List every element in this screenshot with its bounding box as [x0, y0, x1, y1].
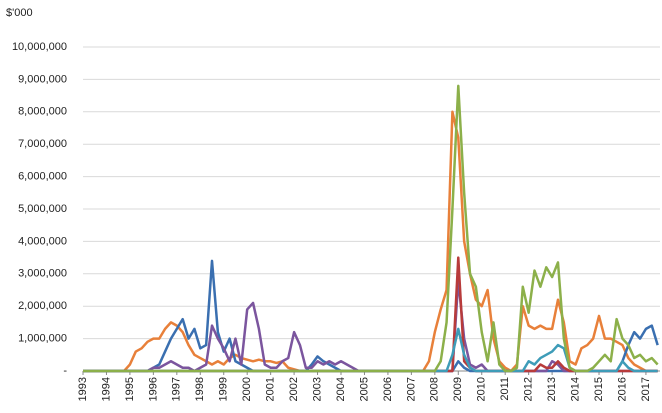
series-line [83, 327, 658, 373]
series-line [83, 84, 659, 373]
y-tick-label: 1,000,000 [18, 333, 67, 345]
x-tick-label: 2016 [616, 377, 628, 401]
series-line [83, 259, 659, 373]
x-tick-label: 2009 [452, 377, 464, 401]
x-tick-label: 1997 [171, 377, 183, 401]
x-tick-label: 2011 [499, 377, 511, 401]
y-tick-label: 2,000,000 [18, 300, 67, 312]
x-tick-label: 1995 [124, 377, 136, 401]
x-tick-label: 2003 [311, 377, 323, 401]
x-tick-label: 2004 [335, 377, 347, 401]
x-tick-label: 2001 [265, 377, 277, 401]
x-tick-label: 2002 [288, 377, 300, 401]
y-tick-label: 3,000,000 [18, 268, 67, 280]
y-tick-label: 9,000,000 [18, 73, 67, 85]
y-tick-label: 4,000,000 [18, 235, 67, 247]
x-tick-label: 2006 [382, 377, 394, 401]
x-tick-label: 2007 [405, 377, 417, 401]
x-tick-label: 2015 [593, 377, 605, 401]
x-tick-label: 2013 [546, 377, 558, 401]
y-tick-label: 5,000,000 [18, 203, 67, 215]
x-tick-label: 1998 [194, 377, 206, 401]
y-tick-label: - [63, 365, 67, 377]
x-tick-label: 2008 [429, 377, 441, 401]
x-tick-label: 1993 [77, 377, 89, 401]
x-tick-label: 2005 [358, 377, 370, 401]
x-tick-label: 2017 [640, 377, 652, 401]
y-axis-label: $'000 [6, 7, 33, 19]
x-tick-label: 1999 [218, 377, 230, 401]
x-tick-label: 2014 [569, 377, 581, 401]
x-tick-label: 2012 [523, 377, 535, 401]
x-tick-label: 2010 [476, 377, 488, 401]
series-line [83, 256, 658, 373]
y-tick-label: 10,000,000 [12, 41, 67, 53]
y-tick-label: 8,000,000 [18, 106, 67, 118]
x-tick-label: 2000 [241, 377, 253, 401]
x-tick-label: 1996 [147, 377, 159, 401]
y-tick-label: 6,000,000 [18, 171, 67, 183]
y-tick-label: 7,000,000 [18, 138, 67, 150]
x-tick-label: 1994 [100, 377, 112, 401]
